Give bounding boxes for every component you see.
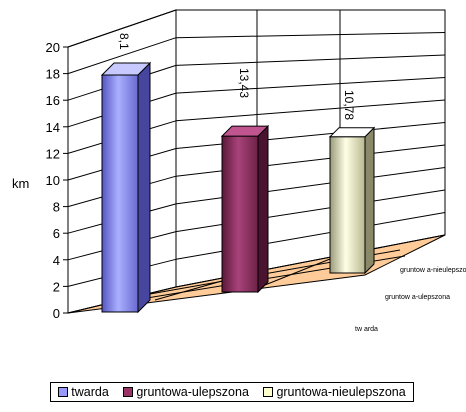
bar-side-gruntowa-nieulepszona xyxy=(364,126,375,275)
gridline xyxy=(175,54,446,66)
legend-label-gruntowa-ulepszona: gruntowa-ulepszona xyxy=(136,385,249,399)
y-axis-ticks: 0 2 4 6 8 10 12 14 16 18 20 xyxy=(46,40,68,321)
gridline xyxy=(175,189,446,233)
legend: twarda gruntowa-ulepszona gruntowa-nieul… xyxy=(50,382,414,402)
legend-item-twarda: twarda xyxy=(58,385,109,399)
bar-gruntowa-nieulepszona xyxy=(329,136,366,274)
floor-gridline xyxy=(259,254,341,288)
legend-item-gruntowa-ulepszona: gruntowa-ulepszona xyxy=(123,385,249,399)
bar-side-gruntowa-ulepszona xyxy=(257,124,269,294)
bar-top-gruntowa-ulepszona xyxy=(220,125,270,137)
y-tick-label: 14 xyxy=(46,120,60,135)
gridline xyxy=(67,9,177,48)
y-tick-label: 10 xyxy=(46,173,60,188)
legend-swatch-gruntowa-ulepszona xyxy=(123,387,134,397)
y-tick-label: 18 xyxy=(46,67,60,82)
depth-label: tw arda xyxy=(355,326,378,333)
depth-axis-labels: gruntow a-nieulepszo gruntow a-ulepszona t… xyxy=(355,267,466,333)
gridline xyxy=(175,167,446,205)
legend-label-twarda: twarda xyxy=(71,385,109,399)
y-tick-label: 16 xyxy=(46,93,60,108)
gridline xyxy=(175,77,446,94)
bar-top-gruntowa-nieulepszona xyxy=(328,127,376,138)
legend-swatch-twarda xyxy=(58,387,69,397)
legend-item-gruntowa-nieulepszona: gruntowa-nieulepszona xyxy=(263,385,406,399)
y-tick-label: 4 xyxy=(53,253,60,268)
y-tick-label: 2 xyxy=(53,279,60,294)
gridline xyxy=(175,32,446,39)
data-label: 8,1 xyxy=(117,33,131,50)
y-tick-label: 20 xyxy=(46,40,60,55)
gridline xyxy=(175,234,446,288)
depth-label: gruntow a-ulepszona xyxy=(385,294,450,301)
bar-top-twarda xyxy=(100,62,152,76)
depth-label: gruntow a-nieulepszo xyxy=(400,267,466,274)
gridline xyxy=(175,212,446,260)
bars: 8,1 13,43 10,78 xyxy=(100,33,376,314)
legend-label-gruntowa-nieulepszona: gruntowa-nieulepszona xyxy=(276,385,406,399)
data-label: 13,43 xyxy=(237,68,251,98)
bar-gruntowa-ulepszona xyxy=(221,135,259,293)
gridline xyxy=(175,122,446,149)
data-label: 10,78 xyxy=(342,90,356,120)
y-axis-label: km xyxy=(12,176,29,191)
bar-side-twarda xyxy=(137,61,151,314)
y-tick-label: 12 xyxy=(46,146,60,161)
bar-twarda xyxy=(101,74,139,313)
legend-swatch-gruntowa-nieulepszona xyxy=(263,387,274,397)
gridline xyxy=(67,37,177,75)
y-tick-label: 6 xyxy=(53,226,60,241)
y-tick-label: 0 xyxy=(53,306,60,321)
y-tick-label: 8 xyxy=(53,200,60,215)
gridline xyxy=(175,99,446,122)
gridline xyxy=(175,144,446,177)
